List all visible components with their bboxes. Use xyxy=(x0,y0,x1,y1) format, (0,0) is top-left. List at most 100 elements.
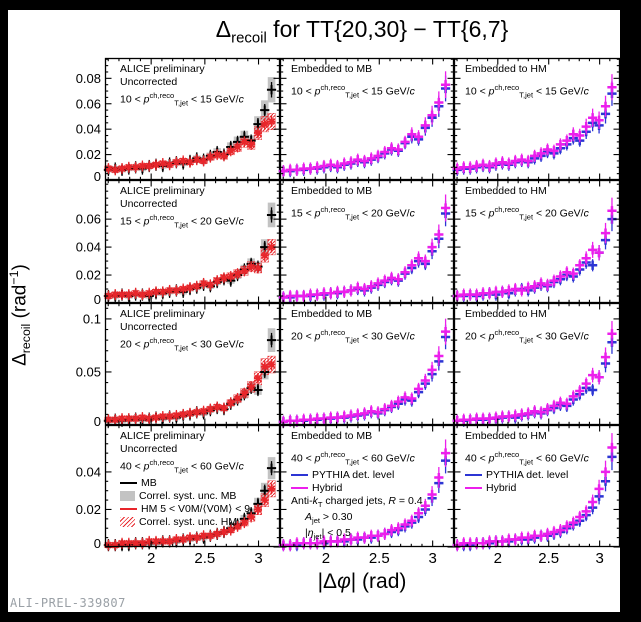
legend-entry: Hybrid xyxy=(465,482,618,495)
y-tick-label: 0 xyxy=(94,414,101,429)
x-tick-label: 3 xyxy=(428,550,436,567)
axes-ticks xyxy=(453,57,621,181)
legend-entry: Correl. syst. unc. MB xyxy=(120,490,278,503)
panel-labels: Embedded to MB 40 < pch,recoT,jet < 60 Ge… xyxy=(291,430,452,543)
plot-area xyxy=(452,302,621,427)
plot-panel-r2c2: Embedded to HM 20 < pch,recoT,jet < 30 Ge… xyxy=(452,302,621,427)
panel-header-line: ALICE preliminary xyxy=(120,430,205,442)
panel-header-line: ALICE preliminary xyxy=(120,63,205,75)
panel-labels: Embedded to HM 20 < pch,recoT,jet < 30 Ge… xyxy=(465,308,618,347)
y-tick-label: 0.02 xyxy=(76,502,101,517)
x-tick-label: 2 xyxy=(494,550,502,567)
plot-panel-r0c1: Embedded to MB 10 < pch,recoT,jet < 15 Ge… xyxy=(278,57,455,181)
plot-panel-r1c0: 0 0.02 0.04 0.06 ALICE preliminary Uncorrect… xyxy=(76,179,281,307)
panel-header-line: Embedded to HM xyxy=(465,430,547,442)
x-axis-title: |Δφ| (rad) xyxy=(317,570,407,593)
y-tick-label: 0.02 xyxy=(76,147,101,162)
panel-header-line: Embedded to MB xyxy=(291,185,373,197)
panel-header-line: Embedded to MB xyxy=(291,63,373,75)
panel-header-line: Uncorrected xyxy=(120,443,178,455)
y-tick-label: 0.02 xyxy=(76,268,101,283)
panel-header-line: ALICE preliminary xyxy=(120,185,205,197)
panel-labels: Embedded to MB 10 < pch,recoT,jet < 15 Ge… xyxy=(291,63,452,102)
panel-header-line: Uncorrected xyxy=(120,198,178,210)
legend-label: PYTHIA det. level xyxy=(486,469,569,482)
legend-label: HM 5 < V0M/⟨V0M⟩ < 9 xyxy=(141,503,251,516)
legend-hatch-swatch xyxy=(120,517,135,528)
axes-ticks xyxy=(104,424,281,548)
legend-entry: PYTHIA det. level xyxy=(291,469,452,482)
plot-area xyxy=(278,57,455,181)
panel-note-line: Anti-kT charged jets, R = 0.4 xyxy=(291,494,423,509)
panel-header-line: 15 < pch,recoT,jet < 20 GeV/c xyxy=(291,205,415,222)
y-tick-label: 0 xyxy=(94,169,101,184)
axes-ticks xyxy=(453,302,621,426)
plot-panel-r0c0: 0 0.02 0.04 0.06 0.08 ALICE preliminary Uncor… xyxy=(76,57,281,184)
panel-note-line: Ajet > 0.30 xyxy=(305,510,353,525)
axes-ticks xyxy=(453,424,621,548)
panel-header-line: 40 < pch,recoT,jet < 60 GeV/c xyxy=(120,458,244,475)
figure-title: Δrecoil for TT{20,30} − TT{6,7} xyxy=(215,16,509,47)
axes-ticks xyxy=(279,57,455,181)
x-tick-label: 2.5 xyxy=(369,550,390,567)
series-hm xyxy=(104,241,276,302)
panel-header-line: 40 < pch,recoT,jet < 60 GeV/c xyxy=(291,450,415,467)
plot-area: 0 0.02 0.04 0.06 0.08 xyxy=(76,57,281,184)
axes-ticks xyxy=(453,179,621,304)
panel-header-line: 20 < pch,recoT,jet < 30 GeV/c xyxy=(291,328,415,345)
legend-label: Correl. syst. unc. HM xyxy=(139,516,238,529)
panel-labels: Embedded to MB 15 < pch,recoT,jet < 20 Ge… xyxy=(291,185,452,224)
panel-header-line: Embedded to HM xyxy=(465,63,547,75)
x-tick-label: 2.5 xyxy=(538,550,559,567)
legend-entry: PYTHIA det. level xyxy=(465,469,618,482)
plot-panel-r3c1: 2 2.5 3 Embedded to MB 40 < pch,recoT,jet <… xyxy=(278,424,455,567)
x-tick-label: 3 xyxy=(254,550,262,567)
figure-canvas: Δrecoil for TT{20,30} − TT{6,7} Δrecoil … xyxy=(7,10,621,612)
series-hm xyxy=(104,359,276,426)
plot-area xyxy=(278,302,455,428)
legend-box-swatch xyxy=(120,491,135,502)
series-hybrid xyxy=(452,433,617,552)
y-tick-label: 0.04 xyxy=(76,240,101,255)
y-tick-label: 0.05 xyxy=(76,364,101,379)
legend-line-swatch xyxy=(465,486,482,490)
legend-entry: MB xyxy=(120,477,278,490)
panel-labels: ALICE preliminary Uncorrected 20 < pch,rec… xyxy=(120,308,278,355)
legend-label: Correl. syst. unc. MB xyxy=(139,490,237,503)
panel-labels: ALICE preliminary Uncorrected 15 < pch,rec… xyxy=(120,185,278,232)
plot-panel-r1c1: Embedded to MB 15 < pch,recoT,jet < 20 Ge… xyxy=(278,179,455,304)
panel-labels: Embedded to HM 40 < pch,recoT,jet < 60 Ge… xyxy=(465,430,618,495)
y-tick-label: 0.06 xyxy=(76,212,101,227)
panel-note-line: |ηjet| < 0.5 xyxy=(305,526,351,541)
panel-header-line: 15 < pch,recoT,jet < 20 GeV/c xyxy=(120,213,244,230)
y-tick-label: 0.1 xyxy=(83,311,101,326)
plot-area xyxy=(278,179,455,304)
legend-label: MB xyxy=(141,477,157,490)
watermark-label: ALI-PREL-339807 xyxy=(10,596,126,610)
plot-area: 2 2.5 3 xyxy=(278,424,455,567)
legend-line-swatch xyxy=(291,486,308,490)
panel-header-line: 40 < pch,recoT,jet < 60 GeV/c xyxy=(465,450,589,467)
panel-header-line: 20 < pch,recoT,jet < 30 GeV/c xyxy=(465,328,589,345)
series-hybrid xyxy=(278,71,451,178)
axes-ticks xyxy=(279,179,455,304)
panel-labels: ALICE preliminary Uncorrected 10 < pch,rec… xyxy=(120,63,278,110)
plot-area xyxy=(452,179,621,304)
legend-line-swatch xyxy=(291,473,308,477)
legend-entry: Hybrid xyxy=(291,482,452,495)
panel-header-line: ALICE preliminary xyxy=(120,308,205,320)
series-hm xyxy=(104,116,276,176)
y-tick-label: 0.04 xyxy=(76,122,101,137)
y-tick-label: 0.06 xyxy=(76,96,101,111)
legend-label: PYTHIA det. level xyxy=(312,469,395,482)
plot-area: 0 0.05 0.1 xyxy=(76,302,281,429)
panel-header-line: Uncorrected xyxy=(120,76,178,88)
panel-header-line: 20 < pch,recoT,jet < 30 GeV/c xyxy=(120,336,244,353)
legend-label: Hybrid xyxy=(486,482,517,495)
series-hybrid xyxy=(452,197,617,303)
legend-label: Hybrid xyxy=(312,482,343,495)
panel-grid: 0 0.02 0.04 0.06 0.08 ALICE preliminary Uncor… xyxy=(8,10,621,612)
x-tick-label: 2.5 xyxy=(194,550,215,567)
axes-ticks xyxy=(104,179,281,304)
